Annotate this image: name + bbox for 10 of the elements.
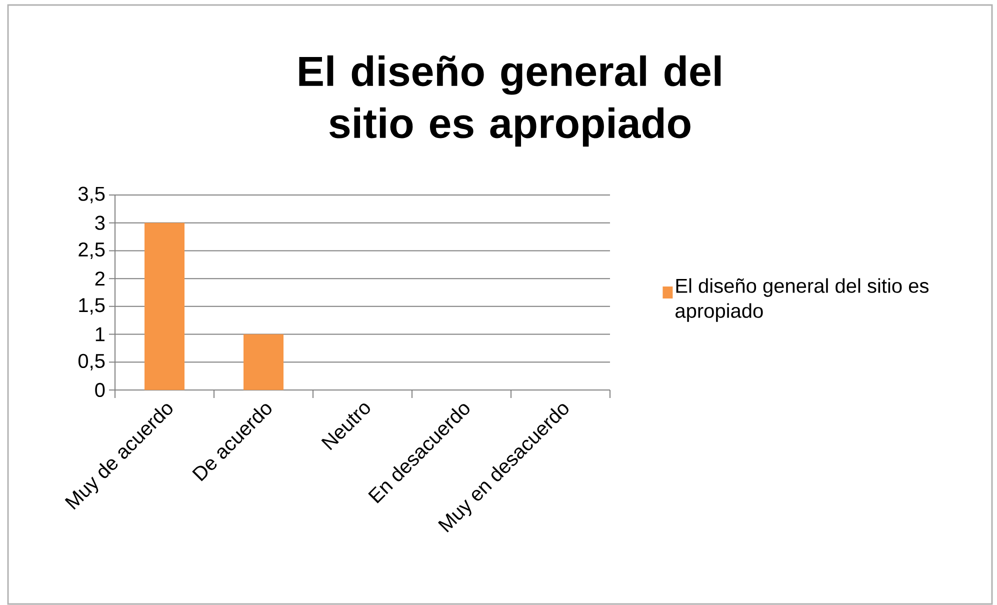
y-tick-label: 1,5 bbox=[79, 298, 105, 315]
legend-label: El diseño general del sitio es apropiado bbox=[676, 278, 928, 322]
y-tick-label: 3,5 bbox=[78, 186, 105, 204]
chart-title: El diseño general del sitio es apropiado bbox=[299, 55, 721, 147]
y-tick-label: 0,5 bbox=[78, 354, 105, 370]
y-tick-label: 1 bbox=[96, 327, 104, 342]
y-tick-label: 3 bbox=[95, 216, 105, 230]
y-tick-label: 0 bbox=[95, 382, 105, 398]
y-tick-label: 2 bbox=[95, 272, 104, 286]
y-tick-label: 2,5 bbox=[78, 242, 105, 259]
